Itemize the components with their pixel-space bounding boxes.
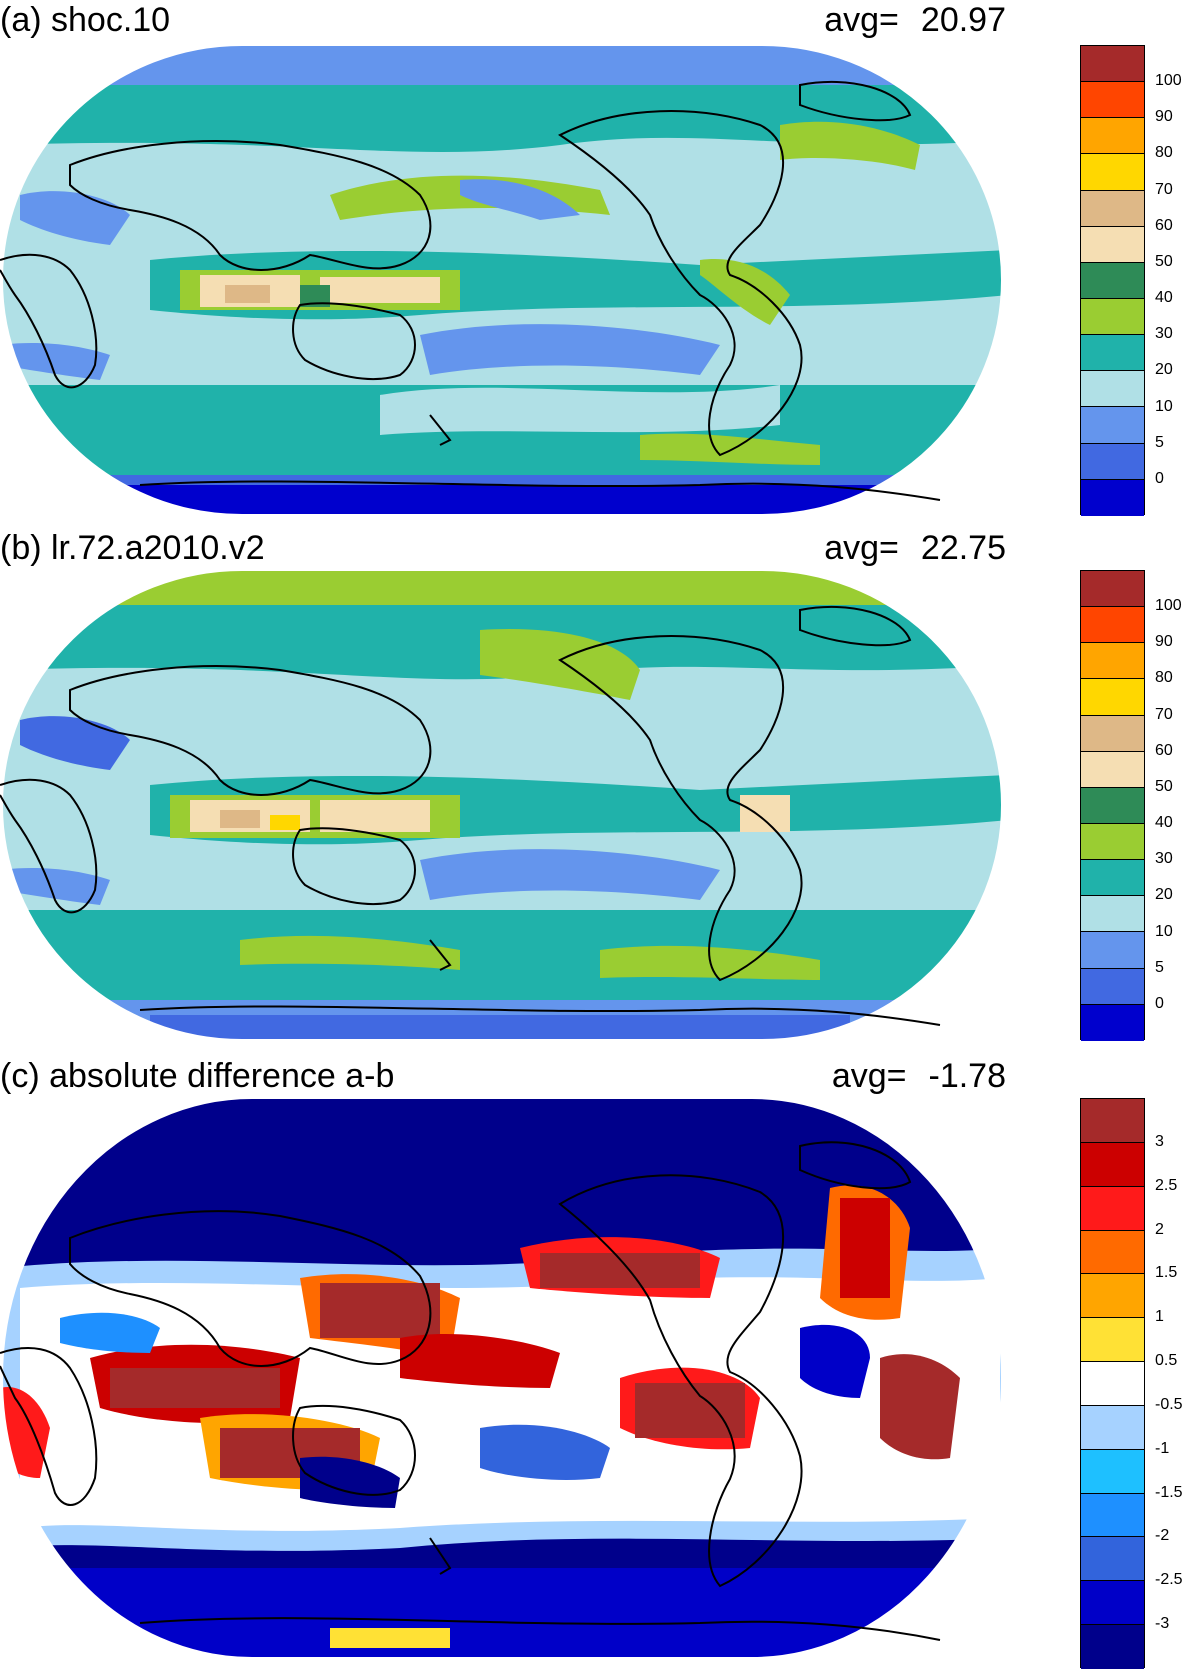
colorbar-segment <box>1081 82 1144 119</box>
panel-title: (b) lr.72.a2010.v2 <box>0 529 265 567</box>
colorbar-tick-label: 100 <box>1155 597 1182 615</box>
colorbar-tick-label: 5 <box>1155 958 1164 976</box>
colorbar-segment <box>1081 407 1144 444</box>
colorbar-tick-label: 40 <box>1155 814 1173 832</box>
colorbar-tick-label: -2 <box>1155 1527 1170 1545</box>
map-plot <box>0 1098 1003 1658</box>
colorbar-tick-label: 20 <box>1155 361 1173 379</box>
panel-c: (c) absolute difference a-b avg= -1.78 <box>0 1056 1189 1676</box>
colorbar-tick-label: -2.5 <box>1155 1571 1183 1589</box>
colorbar-tick-label: 10 <box>1155 397 1173 415</box>
colorbar-tick-label: 2.5 <box>1155 1176 1178 1194</box>
colorbar-tick-label: 90 <box>1155 108 1173 126</box>
colorbar-segment <box>1081 1625 1144 1669</box>
panel-a: (a) shoc.10 avg= 20.97 <box>0 0 1189 520</box>
colorbar-tick-label: 1 <box>1155 1308 1164 1326</box>
colorbar-tick-label: 30 <box>1155 850 1173 868</box>
avg-label: avg= <box>824 1 899 39</box>
avg-value: 22.75 <box>920 529 1006 567</box>
colorbar-segment <box>1081 1186 1144 1231</box>
colorbar <box>1080 45 1145 516</box>
colorbar-tick-label: 70 <box>1155 705 1173 723</box>
colorbar-tick-label: 70 <box>1155 180 1173 198</box>
avg-value: -1.78 <box>928 1057 1007 1095</box>
avg-label: avg= <box>824 529 899 567</box>
colorbar-tick-label: 60 <box>1155 741 1173 759</box>
colorbar-tick-label: 5 <box>1155 433 1164 451</box>
colorbar-tick-label: 50 <box>1155 777 1173 795</box>
panel-average: avg= -1.78 <box>832 1056 1006 1096</box>
colorbar <box>1080 1098 1145 1669</box>
colorbar-segment <box>1081 896 1144 933</box>
colorbar-segment <box>1081 1405 1144 1450</box>
colorbar-tick-label: -0.5 <box>1155 1395 1183 1413</box>
colorbar-segment <box>1081 1142 1144 1187</box>
panel-title: (a) shoc.10 <box>0 1 171 39</box>
colorbar-tick-label: -1.5 <box>1155 1483 1183 1501</box>
colorbar-tick-label: 0.5 <box>1155 1352 1178 1370</box>
colorbar-segment <box>1081 190 1144 227</box>
map-plot <box>0 570 1003 1040</box>
colorbar-segment <box>1081 643 1144 680</box>
colorbar-segment <box>1081 479 1144 516</box>
map-plot <box>0 45 1003 515</box>
colorbar-segment <box>1081 787 1144 824</box>
map <box>0 1098 1008 1658</box>
colorbar-segment <box>1081 1449 1144 1494</box>
colorbar-segment <box>1081 932 1144 969</box>
colorbar-segment <box>1081 571 1144 608</box>
panel-average: avg= 22.75 <box>824 528 1006 568</box>
colorbar-segment <box>1081 1537 1144 1582</box>
colorbar-tick-label: 1.5 <box>1155 1264 1178 1282</box>
panel-b: (b) lr.72.a2010.v2 avg= 22.75 <box>0 528 1189 1048</box>
colorbar-segment <box>1081 1318 1144 1363</box>
colorbar-segment <box>1081 751 1144 788</box>
colorbar-segment <box>1081 371 1144 408</box>
colorbar-tick-label: 80 <box>1155 669 1173 687</box>
colorbar-segment <box>1081 1581 1144 1626</box>
colorbar-tick-label: -1 <box>1155 1439 1170 1457</box>
colorbar-segment <box>1081 823 1144 861</box>
colorbar-segment <box>1081 1004 1144 1041</box>
map <box>0 45 1008 515</box>
colorbar-tick-label: 80 <box>1155 144 1173 162</box>
colorbar-segment <box>1081 118 1144 155</box>
panel-title: (c) absolute difference a-b <box>0 1057 395 1095</box>
colorbar-segment <box>1081 226 1144 263</box>
colorbar-tick-label: 10 <box>1155 922 1173 940</box>
colorbar-tick-label: 60 <box>1155 216 1173 234</box>
colorbar-tick-label: 2 <box>1155 1220 1164 1238</box>
colorbar-segment <box>1081 262 1144 299</box>
colorbar-segment <box>1081 968 1144 1005</box>
colorbar-segment <box>1081 1274 1144 1319</box>
map <box>0 570 1008 1040</box>
avg-value: 20.97 <box>920 1 1006 39</box>
colorbar-segment <box>1081 1493 1144 1538</box>
colorbar-segment <box>1081 715 1144 752</box>
colorbar-tick-label: 50 <box>1155 252 1173 270</box>
colorbar-segment <box>1081 1099 1144 1143</box>
colorbar-segment <box>1081 1362 1144 1406</box>
colorbar-tick-label: 40 <box>1155 289 1173 307</box>
colorbar-tick-label: -3 <box>1155 1615 1170 1633</box>
colorbar-tick-label: 20 <box>1155 886 1173 904</box>
colorbar-segment <box>1081 679 1144 716</box>
colorbar-segment <box>1081 443 1144 480</box>
colorbar-segment <box>1081 46 1144 83</box>
colorbar-tick-label: 0 <box>1155 994 1164 1012</box>
colorbar-segment <box>1081 860 1144 897</box>
colorbar-segment <box>1081 298 1144 336</box>
colorbar-tick-label: 90 <box>1155 633 1173 651</box>
panel-average: avg= 20.97 <box>824 0 1006 40</box>
colorbar-tick-label: 30 <box>1155 325 1173 343</box>
colorbar-tick-label: 0 <box>1155 469 1164 487</box>
colorbar-segment <box>1081 1230 1144 1275</box>
avg-label: avg= <box>831 1057 907 1095</box>
colorbar-segment <box>1081 154 1144 191</box>
colorbar-tick-label: 100 <box>1155 72 1182 90</box>
colorbar <box>1080 570 1145 1041</box>
colorbar-tick-label: 3 <box>1155 1132 1164 1150</box>
colorbar-segment <box>1081 607 1144 644</box>
colorbar-segment <box>1081 335 1144 372</box>
